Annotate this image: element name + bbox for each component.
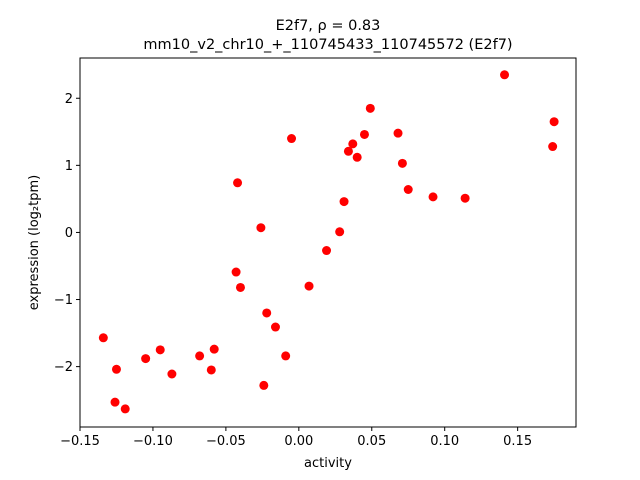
chart-subtitle: mm10_v2_chr10_+_110745433_110745572 (E2f… xyxy=(143,37,512,53)
data-point xyxy=(322,246,332,256)
y-tick-label: 0 xyxy=(65,226,73,241)
data-point xyxy=(352,152,362,162)
data-point xyxy=(141,354,151,364)
y-axis-label: expression (log₂tpm) xyxy=(27,175,42,310)
x-tick-label: 0.05 xyxy=(357,434,386,449)
x-tick-label: 0.10 xyxy=(430,434,459,449)
data-point xyxy=(155,345,165,355)
x-axis-label: activity xyxy=(304,456,352,471)
plot-area xyxy=(79,57,577,428)
data-point xyxy=(167,369,177,379)
data-point xyxy=(548,142,558,152)
x-tick-label: −0.10 xyxy=(133,434,173,449)
data-point xyxy=(110,397,120,407)
data-point xyxy=(206,365,216,375)
data-point xyxy=(287,134,297,144)
x-tick-label: −0.05 xyxy=(206,434,246,449)
data-point xyxy=(262,308,272,318)
data-point xyxy=(270,322,280,332)
data-point xyxy=(359,129,369,139)
x-tick-label: −0.15 xyxy=(60,434,100,449)
data-point xyxy=(256,223,266,233)
x-tick-label: 0.15 xyxy=(503,434,532,449)
data-point xyxy=(120,404,130,414)
y-tick-label: 2 xyxy=(65,92,73,107)
data-point xyxy=(343,146,353,156)
data-point xyxy=(335,227,345,237)
data-point xyxy=(549,117,559,127)
data-point xyxy=(259,380,269,390)
data-point xyxy=(209,344,219,354)
data-point xyxy=(281,351,291,361)
data-point xyxy=(393,128,403,138)
data-point xyxy=(348,139,358,149)
data-point xyxy=(500,70,510,80)
data-point xyxy=(235,282,245,292)
y-tick-label: −1 xyxy=(54,293,73,308)
data-point xyxy=(397,158,407,168)
data-point xyxy=(428,192,438,202)
y-axis: −2 −1 0 1 2 xyxy=(54,92,80,375)
data-point xyxy=(304,281,314,291)
data-point xyxy=(231,267,241,277)
chart-title: E2f7, ρ = 0.83 xyxy=(276,18,381,34)
data-point xyxy=(403,184,413,194)
data-point xyxy=(111,364,121,374)
x-tick-label: 0.00 xyxy=(284,434,313,449)
data-point xyxy=(365,103,375,113)
data-point xyxy=(195,351,205,361)
data-point xyxy=(98,333,108,343)
data-points xyxy=(98,70,559,414)
data-point xyxy=(339,197,349,207)
data-point xyxy=(233,178,243,188)
data-point xyxy=(460,193,470,203)
y-tick-label: 1 xyxy=(65,159,73,174)
y-tick-label: −2 xyxy=(54,360,73,375)
x-axis: −0.15 −0.10 −0.05 0.00 0.05 0.10 0.15 xyxy=(60,427,532,449)
